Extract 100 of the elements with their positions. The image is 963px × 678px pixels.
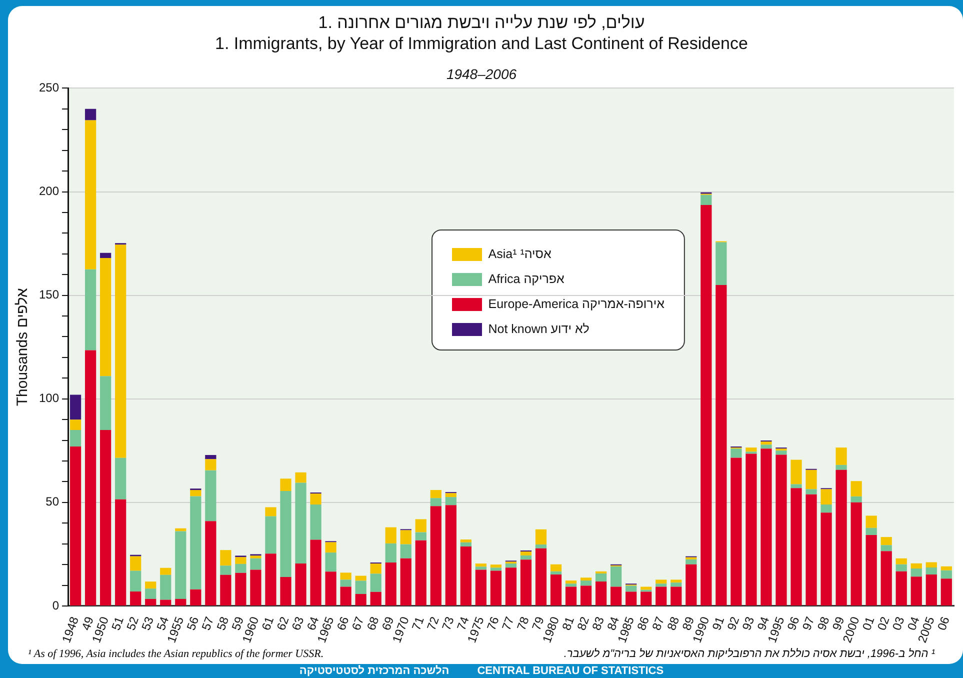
y-tick-label: 150 (38, 288, 60, 302)
bar (896, 564, 907, 572)
bar (850, 502, 862, 606)
bar (70, 446, 82, 606)
bar (490, 568, 502, 571)
bar (880, 551, 892, 606)
text: ¹ החל ב-1996, יבשת אסיה כוללת את הרפובליקות האסיאניות של בריה"מ לשעבר. (564, 648, 935, 660)
bar (760, 448, 772, 606)
bar (806, 494, 817, 606)
bar (520, 560, 532, 606)
bar (205, 459, 216, 470)
bar (100, 252, 112, 258)
bar (866, 534, 877, 606)
bar (670, 582, 682, 587)
bar (550, 571, 562, 575)
bar (836, 448, 847, 465)
bar (535, 544, 547, 548)
bar (806, 470, 817, 490)
bar (716, 284, 727, 606)
bar (370, 574, 382, 592)
bar (295, 472, 306, 483)
bar (280, 491, 292, 577)
bar (250, 556, 262, 558)
bar (626, 592, 637, 606)
bar (670, 580, 682, 583)
x-tick-label: 72 (424, 614, 442, 632)
bar (806, 489, 817, 494)
y-axis-title: Thousands אלפים (14, 287, 32, 406)
bar (415, 519, 426, 532)
bar (340, 572, 352, 580)
x-tick-label: 76 (484, 614, 502, 632)
bar (130, 570, 142, 592)
legend-label: Africa אפריקה (488, 272, 565, 286)
bar (686, 564, 697, 606)
bar (310, 540, 322, 606)
bar (400, 558, 412, 606)
bar (880, 545, 892, 552)
bar (790, 484, 802, 488)
bar (475, 564, 486, 567)
bar (370, 564, 382, 574)
bar (836, 470, 847, 606)
bar (130, 556, 142, 571)
bar (670, 586, 682, 606)
bar (100, 258, 112, 376)
bar (355, 576, 366, 581)
bar (385, 543, 396, 562)
bar (760, 444, 772, 449)
bar (896, 558, 907, 564)
bar (100, 430, 112, 606)
bar (325, 552, 336, 572)
bar (850, 496, 862, 502)
bar (370, 592, 382, 606)
bar (205, 470, 216, 522)
y-tick-label: 200 (38, 184, 60, 198)
bar (175, 598, 186, 606)
text: ¹ As of 1996, Asia includes the Asian republics of the former USSR. (28, 648, 324, 660)
bar (205, 521, 216, 606)
x-tick-label: 73 (439, 614, 457, 632)
bar (145, 598, 156, 606)
bar (220, 550, 232, 566)
bar (340, 586, 352, 606)
bar (580, 580, 592, 586)
bar (656, 580, 667, 584)
bar (115, 244, 126, 458)
bar (910, 576, 922, 606)
bar (640, 592, 652, 606)
x-tick-label: 68 (364, 614, 382, 632)
bar (205, 455, 216, 460)
bar (70, 394, 82, 420)
bar (325, 542, 336, 553)
bar (295, 482, 306, 564)
x-tick-label: 67 (349, 614, 367, 632)
bar (115, 499, 126, 606)
bar (145, 588, 156, 599)
legend-label: Asia¹ אסיה¹ (488, 246, 552, 261)
bar (115, 458, 126, 500)
bar (520, 552, 532, 556)
bar (535, 548, 547, 606)
bar (580, 578, 592, 581)
bar (84, 108, 96, 120)
bar (220, 566, 232, 575)
bar (445, 505, 456, 606)
bar (70, 430, 82, 447)
y-tick-label: 250 (38, 80, 60, 95)
bar (160, 574, 172, 600)
bar (295, 564, 306, 606)
bar (235, 557, 246, 564)
bar (460, 546, 472, 606)
bar (776, 454, 787, 606)
bar (430, 498, 442, 506)
x-tick-label: 06 (934, 614, 952, 632)
bar (656, 586, 667, 606)
bar (820, 512, 832, 606)
bar (940, 566, 952, 570)
bar (400, 544, 412, 558)
bar (550, 574, 562, 606)
x-tick-label: 66 (334, 614, 352, 632)
bar (220, 574, 232, 606)
bar (535, 529, 547, 544)
bar (820, 489, 832, 505)
